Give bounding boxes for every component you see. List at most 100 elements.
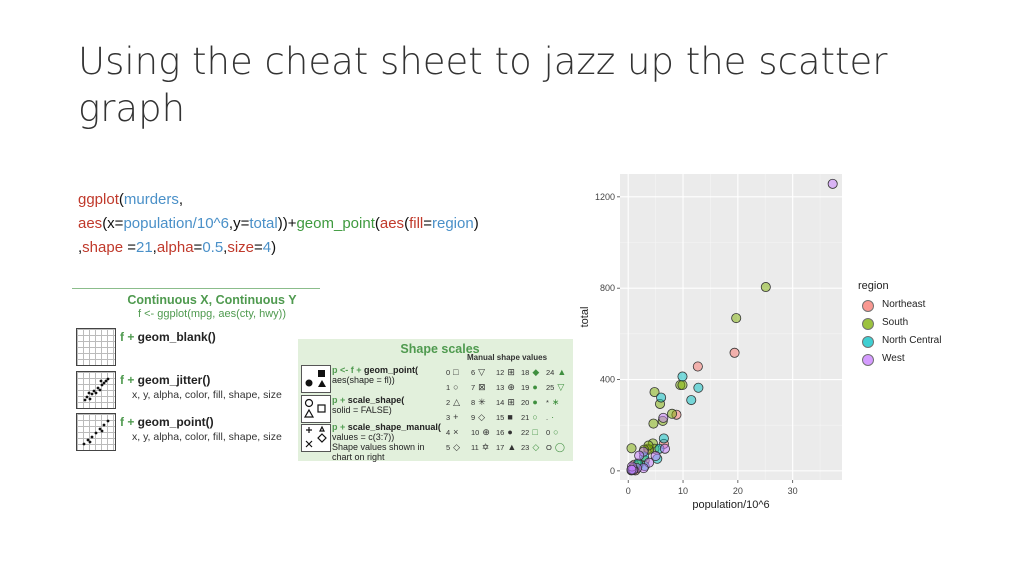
y-tick-label: 1200 [595, 192, 615, 202]
x-tick-label: 20 [733, 486, 743, 496]
blank-grid-icon [76, 328, 116, 366]
code-token: ( [404, 215, 410, 232]
shape-glyph-icon: ⊠ [478, 382, 486, 392]
shape-glyph-icon: ◯ [554, 442, 565, 452]
x-tick-label: 0 [626, 486, 631, 496]
shape-value-cell: 19 ● [521, 382, 538, 392]
legend-swatch [862, 318, 874, 330]
code-token: = [254, 239, 263, 256]
shape-glyph-icon: □ [532, 427, 538, 437]
shape-glyph-icon: ✳ [478, 397, 486, 407]
shape-number: 0 [546, 428, 551, 437]
shape-glyph-icon: ◆ [532, 367, 540, 377]
code-token: ( [118, 191, 124, 208]
shape-number: O [546, 443, 552, 452]
data-point-north-central [686, 395, 697, 406]
fn-args: x, y, alpha, color, fill, shape, size [132, 431, 282, 443]
shape-value-cell: 24 ▲ [546, 367, 566, 377]
shape-value-cell: . · [546, 412, 554, 422]
shape-number: 18 [521, 368, 530, 377]
jitter-plot-icon [76, 371, 116, 409]
legend-item: Northeast [858, 297, 958, 315]
code-token: = [123, 239, 136, 256]
legend-label: North Central [882, 335, 942, 346]
code-token: , [78, 239, 83, 256]
shape-value-cell: 3 + [446, 412, 458, 422]
data-point-west [827, 178, 838, 189]
fn-args: x, y, alpha, color, fill, shape, size [132, 389, 282, 401]
code-token: aes [379, 215, 405, 232]
shape-value-cell: 0 ○ [546, 427, 559, 437]
code-line: aes(x=population/10^6,y=total))+geom_poi… [78, 212, 479, 236]
shape-number: . [546, 413, 549, 422]
code-token: ( [374, 215, 380, 232]
shape-glyph-icon: ⊕ [482, 427, 490, 437]
cheatsheet-row-jitter: f + geom_jitter() x, y, alpha, color, fi… [76, 371, 320, 411]
data-point-west [659, 443, 670, 454]
shape-value-cell: 21 ○ [521, 412, 538, 422]
cheatsheet-title: Continuous X, Continuous Y [127, 293, 297, 307]
code-token: , [223, 239, 228, 256]
code-token: 4 [262, 239, 272, 256]
code-token: (x= [102, 215, 124, 232]
code-token: shape [82, 239, 124, 256]
shape-number: 1 [446, 383, 451, 392]
shape-glyph-icon: ▲ [557, 367, 567, 377]
legend-item: West [858, 351, 958, 369]
x-axis-label: population/10^6 [692, 499, 769, 510]
data-point-north-central [693, 382, 704, 393]
shape-value-cell: 14 ⊞ [496, 397, 515, 408]
shape-value-cell: 5 ◇ [446, 442, 460, 453]
shape-number: 6 [471, 368, 476, 377]
x-tick-label: 10 [678, 486, 688, 496]
code-token: ))+ [277, 215, 297, 232]
code-line: ,shape =21,alpha=0.5,size=4) [78, 236, 479, 260]
slide-title: Using the cheat sheet to jazz up the sca… [78, 40, 888, 130]
shape-value-cell: 25 ▽ [546, 382, 564, 393]
shape-value-cell: 10 ⊕ [471, 427, 490, 438]
fn-prefix: p + [332, 395, 348, 405]
code-token: size [227, 239, 255, 256]
data-point-northeast [729, 347, 740, 358]
legend: region Northeast South North Central West [858, 280, 958, 369]
code-token: 21 [135, 239, 153, 256]
shape-glyph-icon: ○ [453, 382, 459, 392]
shape-number: 15 [496, 413, 505, 422]
code-token: aes [78, 215, 103, 232]
shape-value-cell: 13 ⊕ [496, 382, 515, 393]
shape-number: 9 [471, 413, 476, 422]
code-token: , [178, 191, 184, 208]
fn-arg-line: aes(shape = fl)) [332, 375, 395, 385]
code-token: = [423, 215, 432, 232]
legend-label: South [882, 317, 909, 328]
shape-glyph-icon: ▽ [557, 382, 565, 392]
data-point-south [626, 443, 637, 454]
legend-label: Northeast [882, 299, 926, 310]
code-token: ggplot [78, 191, 119, 208]
cheatsheet-shape-scales: Shape scales p <- f + geom_point( aes(sh… [298, 339, 573, 462]
y-tick-label: 400 [600, 375, 615, 385]
plot-panel [620, 174, 842, 480]
shape-value-cell: 4 × [446, 427, 458, 437]
shape-number: 13 [496, 383, 505, 392]
data-point-west [634, 450, 645, 461]
shape-glyph-icon: ∗ [551, 397, 560, 407]
shape-glyph-icon: ○ [532, 412, 538, 422]
fn-name: scale_shape_manual( [347, 422, 441, 432]
legend-label: West [882, 353, 905, 364]
shape-number: 2 [446, 398, 451, 407]
shape-number: 12 [496, 368, 505, 377]
data-point-south [760, 282, 771, 293]
fn-name: geom_jitter() [137, 373, 211, 387]
fn-prefix: f + [120, 330, 138, 344]
code-token: ,y= [228, 215, 250, 232]
shape-number: 4 [446, 428, 451, 437]
shape-value-cell: 7 ⊠ [471, 382, 486, 393]
divider [72, 288, 320, 289]
data-point-northeast [692, 361, 703, 372]
cheatsheet-row-point: f + geom_point() x, y, alpha, color, fil… [76, 413, 320, 453]
shape-number: 25 [546, 383, 555, 392]
shape-manual-icon [301, 424, 331, 452]
data-point-south [648, 418, 659, 429]
fn-prefix: f + [120, 373, 138, 387]
